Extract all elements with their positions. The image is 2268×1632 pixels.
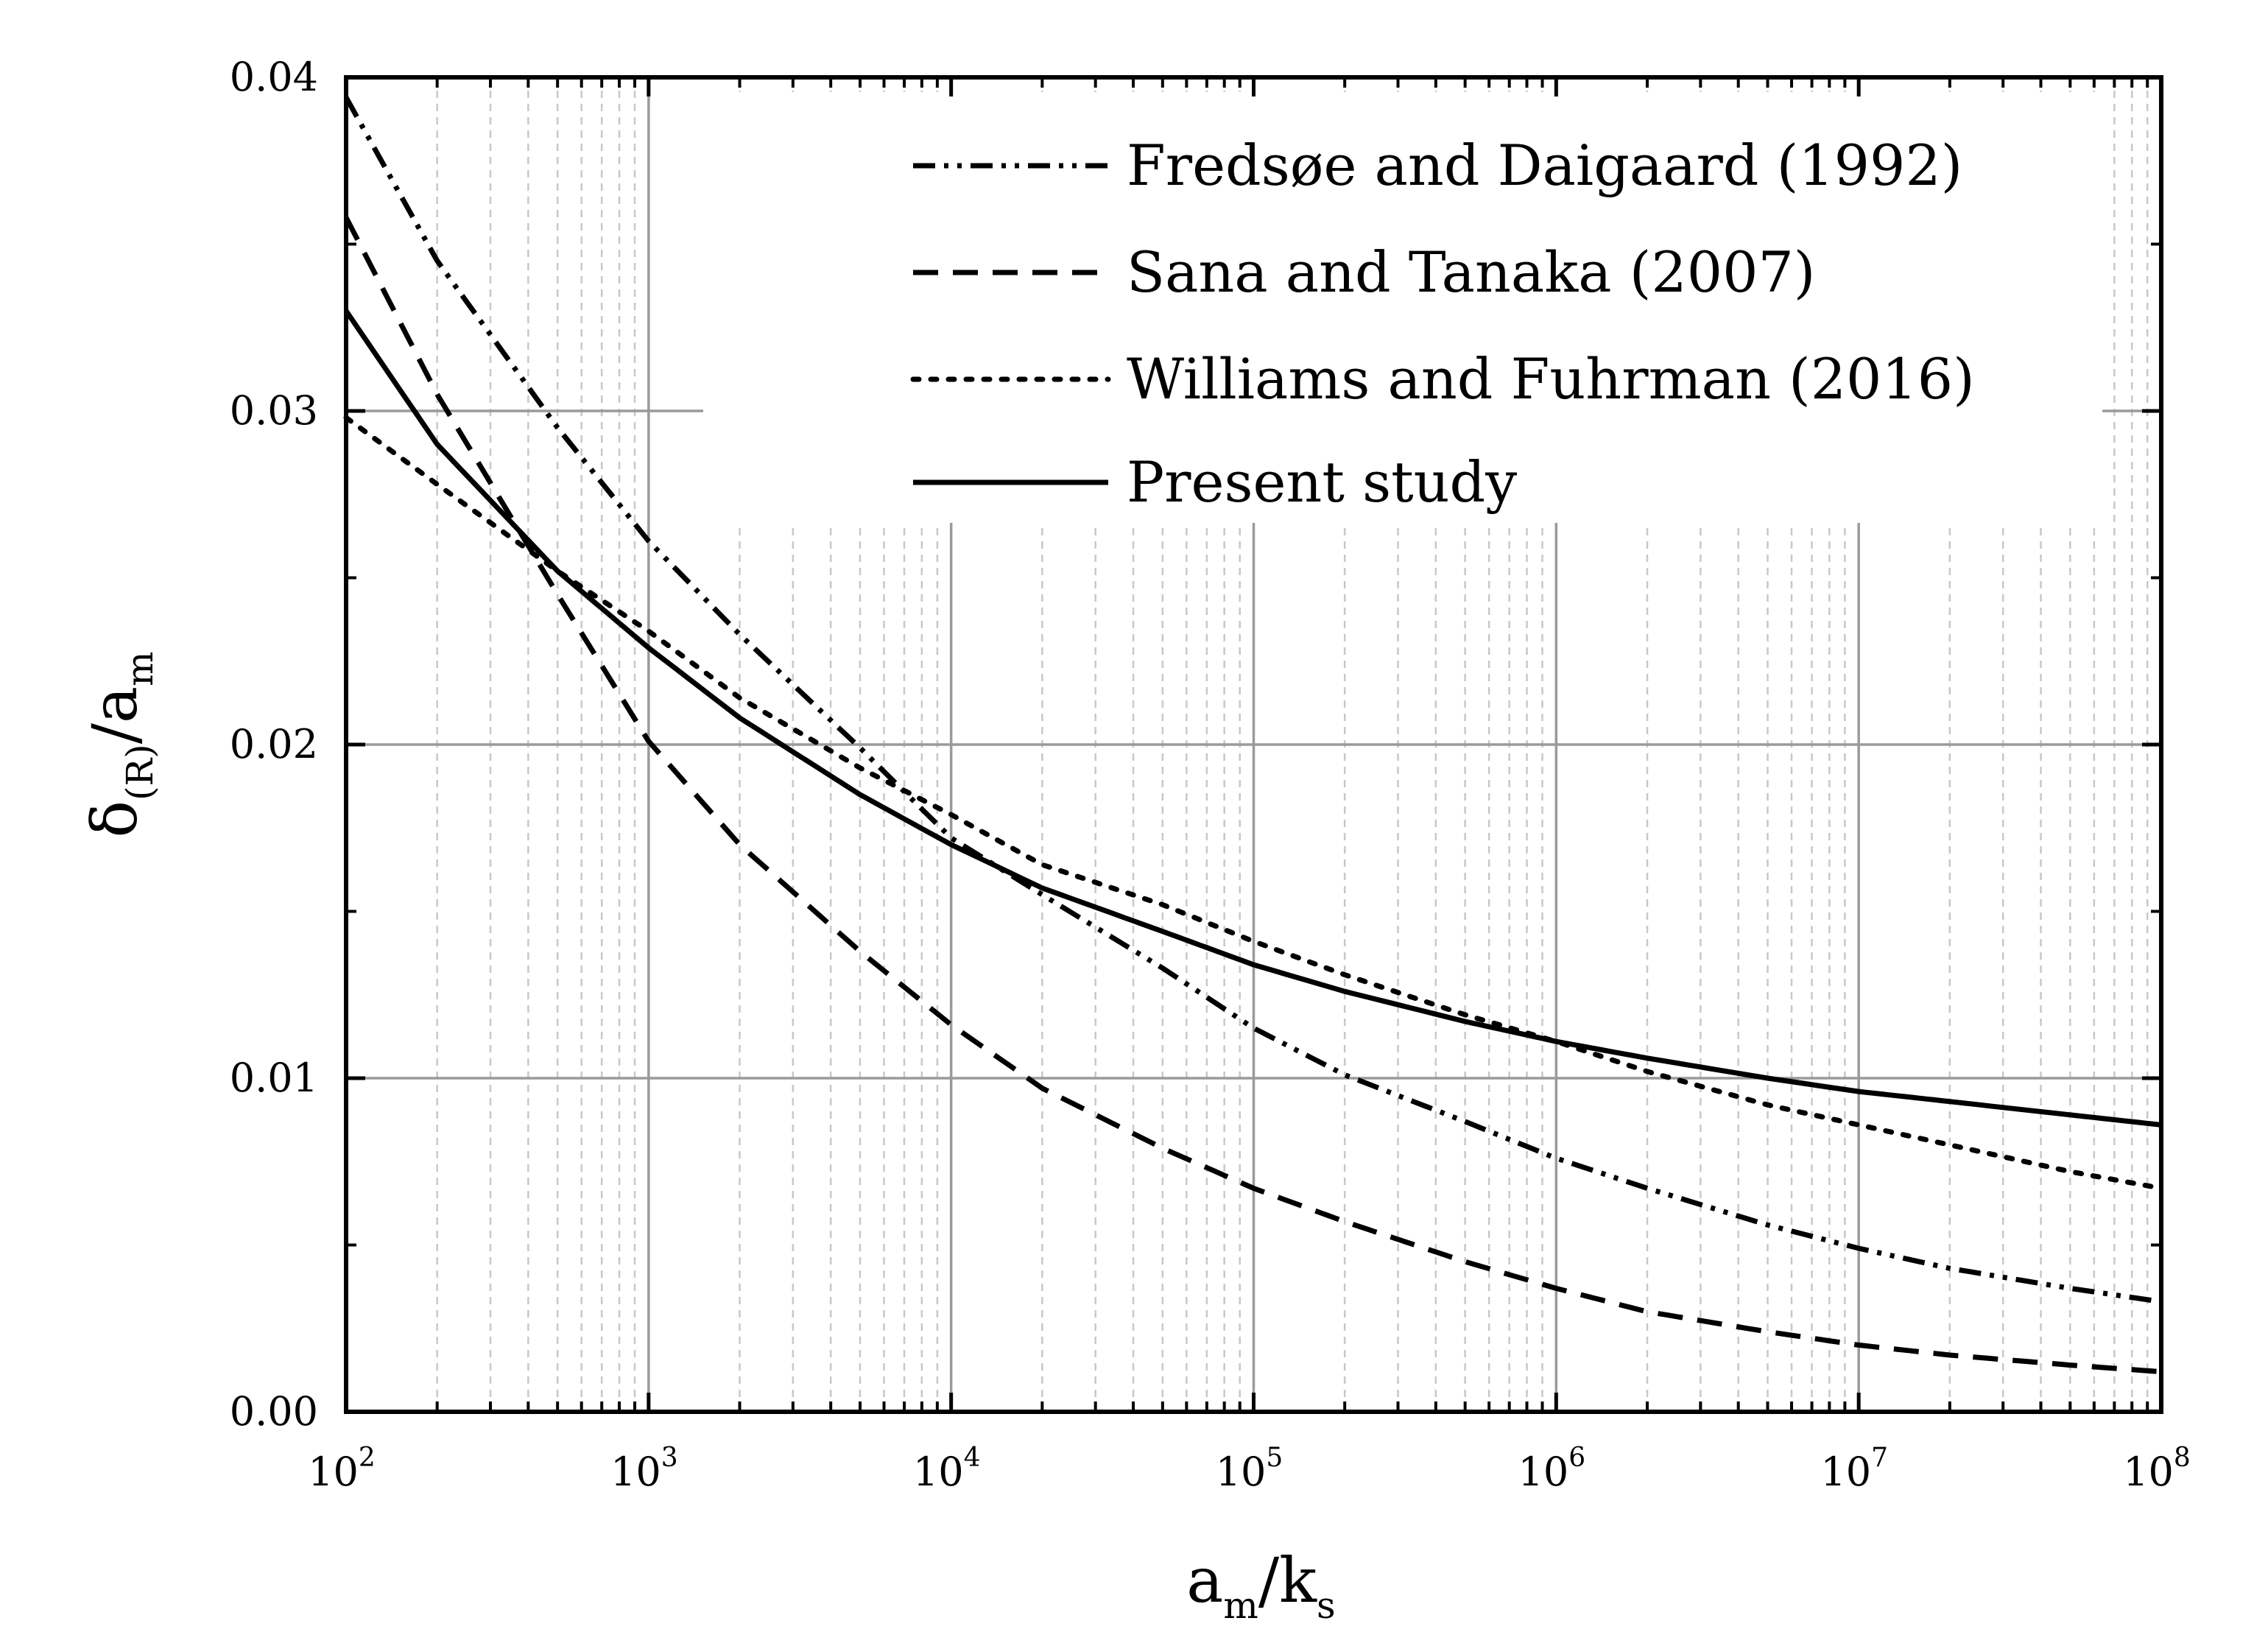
x-axis-title: am/ks — [1186, 1544, 1335, 1627]
grid — [346, 77, 2161, 1412]
x-tick-base: 10 — [2123, 1449, 2174, 1495]
x-tick-base: 10 — [610, 1449, 661, 1495]
y-tick-label: 0.00 — [230, 1388, 318, 1435]
y-tick-label: 0.02 — [230, 721, 318, 767]
axes — [344, 75, 2163, 1414]
x-tick-base: 10 — [913, 1449, 964, 1495]
x-tick-base: 10 — [1518, 1449, 1569, 1495]
x-tick-label: 103 — [610, 1443, 678, 1495]
x-tick-base: 10 — [1820, 1449, 1871, 1495]
x-tick-exponent: 4 — [964, 1443, 981, 1473]
x-tick-exponent: 8 — [2174, 1443, 2191, 1473]
y-tick-label: 0.03 — [230, 387, 318, 434]
y-tick-label: 0.04 — [230, 54, 318, 100]
x-tick-label: 107 — [1820, 1443, 1888, 1495]
y-axis-title: δ(R)/am — [79, 651, 161, 837]
x-tick-label: 102 — [308, 1443, 376, 1495]
series-line-2 — [343, 415, 2164, 1191]
series-layer — [343, 96, 2164, 1375]
legend-label-2: Williams and Fuhrman (2016) — [1127, 346, 1975, 412]
series-line-1 — [343, 216, 2162, 1375]
legend-label-0: Fredsøe and Daigaard (1992) — [1127, 133, 1962, 198]
x-tick-label: 104 — [913, 1443, 981, 1495]
x-tick-label: 105 — [1216, 1443, 1283, 1495]
x-tick-exponent: 6 — [1568, 1443, 1585, 1473]
x-tick-exponent: 3 — [661, 1443, 678, 1473]
legend-background — [703, 92, 2102, 523]
legend-label-3: Present study — [1127, 449, 1517, 515]
y-tick-label: 0.01 — [230, 1055, 318, 1101]
x-tick-exponent: 7 — [1871, 1443, 1888, 1473]
series-line-0 — [343, 96, 2162, 1304]
x-tick-base: 10 — [1216, 1449, 1267, 1495]
x-tick-label: 108 — [2123, 1443, 2191, 1495]
x-tick-exponent: 5 — [1266, 1443, 1283, 1473]
x-tick-base: 10 — [308, 1449, 359, 1495]
series-line-3 — [344, 309, 2162, 1128]
x-tick-exponent: 2 — [359, 1443, 376, 1473]
x-tick-label: 106 — [1518, 1443, 1586, 1495]
legend: Fredsøe and Daigaard (1992) Sana and Tana… — [910, 133, 1975, 515]
legend-label-1: Sana and Tanaka (2007) — [1127, 239, 1815, 305]
